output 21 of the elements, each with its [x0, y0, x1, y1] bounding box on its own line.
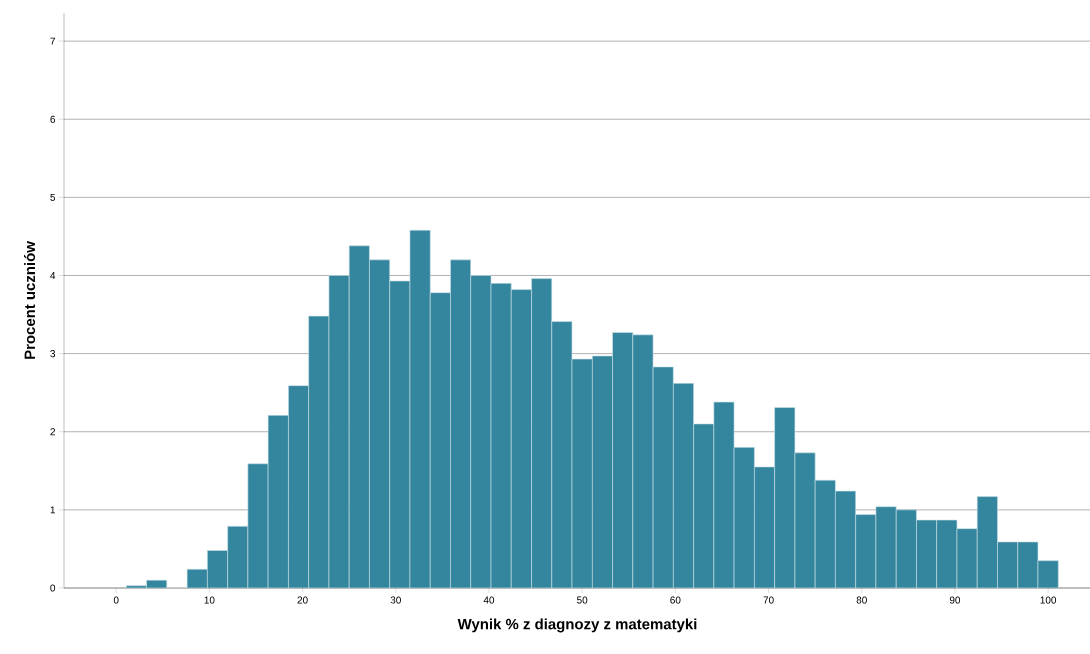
- x-tick-label: 0: [113, 596, 119, 604]
- y-tick-label: 5: [50, 193, 56, 201]
- x-tick-label: 20: [297, 596, 308, 604]
- x-axis-title: Wynik % z diagnozy z matematyki: [457, 618, 697, 633]
- y-tick-label: 7: [50, 37, 55, 45]
- x-tick-label: 10: [204, 596, 215, 604]
- x-tick-label: 70: [763, 596, 774, 604]
- x-tick-label: 80: [856, 596, 867, 604]
- y-tick-label: 2: [50, 428, 55, 436]
- x-tick-label: 30: [390, 596, 401, 604]
- y-tick-label: 0: [50, 584, 56, 592]
- x-tick-label: 40: [483, 596, 495, 604]
- y-axis-title: Procent uczniów: [24, 241, 36, 359]
- x-tick-label: 60: [670, 596, 681, 604]
- y-tick-label: 6: [50, 115, 56, 123]
- y-tick-label: 3: [50, 350, 56, 358]
- x-tick-label: 50: [577, 596, 588, 604]
- y-tick-label: 1: [50, 506, 55, 514]
- x-tick-label: 100: [1040, 596, 1057, 604]
- y-tick-label: 4: [50, 272, 56, 279]
- x-tick-label: 90: [949, 596, 961, 604]
